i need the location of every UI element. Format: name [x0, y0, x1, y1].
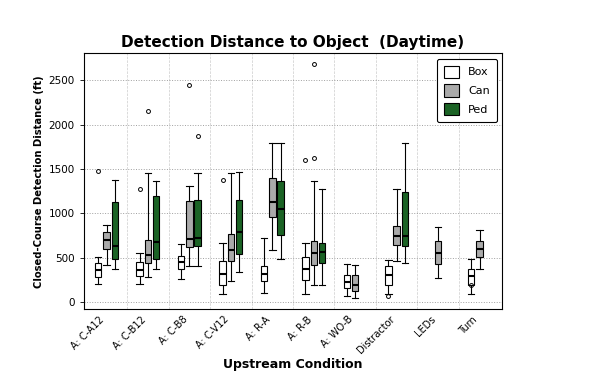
Y-axis label: Closed-Course Detection Distance (ft): Closed-Course Detection Distance (ft) — [34, 75, 44, 288]
Title: Detection Distance to Object  (Daytime): Detection Distance to Object (Daytime) — [121, 34, 465, 50]
Bar — [103, 232, 109, 249]
Bar — [136, 262, 143, 276]
Bar — [186, 201, 193, 247]
Bar — [269, 178, 276, 217]
Bar — [228, 234, 234, 261]
Legend: Box, Can, Ped: Box, Can, Ped — [437, 59, 497, 122]
Bar — [344, 275, 350, 288]
Bar — [178, 256, 184, 269]
Bar — [277, 181, 284, 235]
Bar — [435, 241, 441, 264]
Bar — [393, 226, 400, 244]
Bar — [319, 243, 325, 263]
Bar — [153, 196, 160, 259]
Bar — [95, 263, 102, 277]
Bar — [477, 241, 483, 257]
Bar — [112, 202, 118, 259]
Bar — [145, 240, 151, 263]
X-axis label: Upstream Condition: Upstream Condition — [223, 358, 363, 371]
Bar — [385, 266, 392, 285]
Bar — [261, 266, 267, 281]
Bar — [310, 241, 317, 265]
Bar — [468, 269, 474, 285]
Bar — [194, 200, 201, 246]
Bar — [236, 200, 242, 254]
Bar — [219, 261, 226, 285]
Bar — [402, 192, 408, 246]
Bar — [352, 275, 358, 291]
Text: Figure 3. Box plot of daytime  object detection  distance by upstream  condition: Figure 3. Box plot of daytime object det… — [6, 8, 372, 18]
Bar — [302, 257, 309, 280]
